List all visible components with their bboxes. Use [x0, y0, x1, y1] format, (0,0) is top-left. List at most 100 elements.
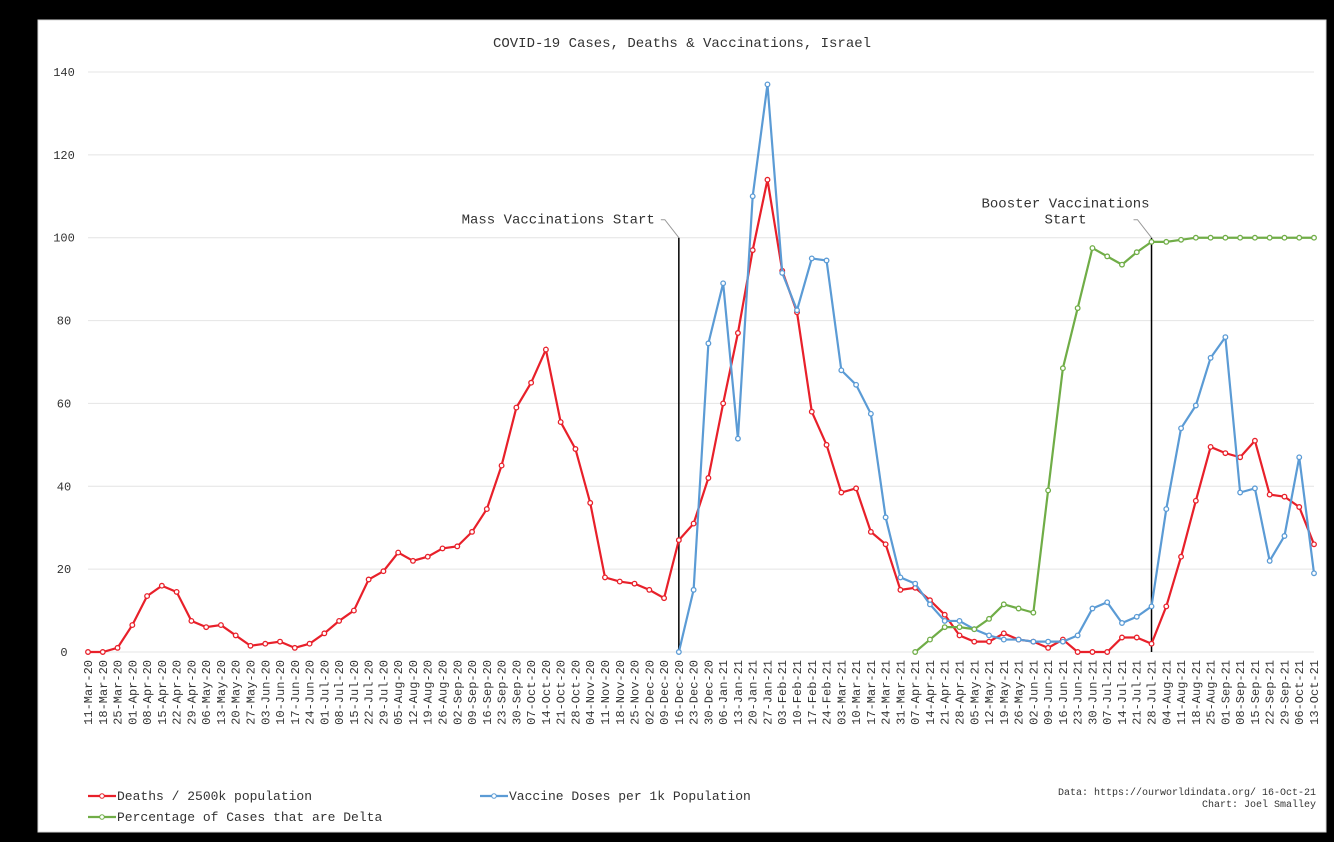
data-point [912, 580, 919, 587]
x-tick-label: 10-Jun-20 [274, 660, 288, 725]
data-point [336, 617, 343, 624]
data-point [749, 247, 756, 254]
data-point [306, 640, 313, 647]
legend-marker [99, 814, 105, 820]
x-tick-label: 27-May-20 [244, 660, 258, 725]
data-point [838, 489, 845, 496]
x-tick-label: 02-Sep-20 [451, 660, 465, 725]
x-tick-label: 05-May-21 [968, 660, 982, 725]
x-tick-label: 11-Aug-21 [1175, 660, 1189, 725]
data-point [602, 574, 608, 581]
data-point [1015, 605, 1022, 612]
data-point [410, 557, 416, 564]
data-point [705, 475, 712, 481]
x-tick-label: 31-Mar-21 [894, 660, 908, 725]
x-tick-label: 17-Jun-20 [289, 660, 303, 725]
data-point [661, 595, 668, 602]
x-tick-label: 24-Jun-20 [304, 660, 318, 725]
data-point [1045, 487, 1052, 494]
source-note: Chart: Joel Smalley [1202, 799, 1316, 811]
data-point [350, 607, 357, 614]
data-point [1222, 334, 1229, 341]
data-point [1030, 609, 1037, 616]
x-tick-label: 14-Jul-21 [1116, 660, 1130, 725]
x-tick-label: 14-Oct-20 [540, 660, 554, 725]
data-point [1163, 506, 1170, 513]
data-point [291, 644, 298, 651]
data-point [646, 586, 653, 593]
data-point [572, 446, 579, 452]
data-point [1104, 599, 1111, 606]
x-tick-label: 07-Jul-21 [1101, 660, 1115, 725]
data-point [587, 499, 594, 506]
data-point [1281, 533, 1288, 539]
x-tick-label: 01-Jul-20 [318, 660, 332, 725]
x-tick-label: 26-Aug-20 [437, 660, 451, 725]
annotation-pointer [1133, 219, 1152, 239]
x-tick-label: 13-Jan-21 [732, 660, 746, 725]
data-point [144, 593, 151, 600]
data-point [986, 638, 992, 645]
data-point [764, 81, 771, 88]
data-point [867, 410, 874, 417]
x-tick-label: 30-Jun-21 [1086, 660, 1100, 725]
data-point [1296, 454, 1303, 461]
x-tick-label: 15-Sep-21 [1249, 660, 1263, 725]
data-point [956, 624, 963, 631]
data-point [838, 367, 845, 374]
data-point [1251, 437, 1258, 444]
data-point [1237, 489, 1244, 496]
x-tick-label: 09-Jun-21 [1042, 660, 1056, 725]
x-tick-label: 28-Apr-21 [953, 660, 967, 725]
x-tick-label: 16-Jun-21 [1057, 660, 1071, 725]
data-point [1207, 354, 1214, 361]
x-tick-label: 18-Aug-21 [1190, 660, 1204, 725]
x-tick-label: 03-Feb-21 [776, 660, 790, 725]
annotation-text: Mass Vaccinations Start [462, 213, 655, 229]
x-tick-label: 15-Jul-20 [348, 660, 362, 725]
x-tick-label: 15-Apr-20 [156, 660, 170, 725]
data-point [1178, 236, 1185, 243]
data-point [882, 541, 889, 548]
data-point [1148, 640, 1155, 647]
x-tick-label: 02-Jun-21 [1027, 660, 1041, 725]
data-point [483, 506, 490, 513]
x-tick-label: 21-Jul-21 [1131, 660, 1145, 725]
x-tick-label: 23-Dec-20 [688, 660, 702, 725]
data-point [365, 576, 372, 583]
data-point [1237, 454, 1244, 461]
data-point [1207, 443, 1214, 450]
data-point [616, 578, 623, 585]
x-tick-label: 08-Apr-20 [141, 660, 155, 725]
data-point [823, 441, 830, 448]
x-tick-label: 17-Feb-21 [806, 660, 820, 725]
data-point [1207, 234, 1214, 241]
data-point [882, 514, 889, 521]
data-point [1296, 504, 1303, 510]
x-tick-label: 28-Jul-21 [1146, 660, 1160, 725]
data-point [542, 346, 549, 353]
x-tick-label: 01-Sep-21 [1219, 660, 1233, 725]
data-point [1311, 541, 1317, 548]
x-tick-label: 16-Sep-20 [481, 660, 495, 725]
data-point [927, 636, 933, 643]
data-point [1000, 601, 1007, 608]
data-point [1296, 234, 1303, 241]
data-point [498, 462, 505, 469]
data-point [1030, 638, 1037, 645]
data-point [853, 485, 860, 492]
data-point [158, 582, 165, 589]
data-point [1133, 249, 1140, 256]
data-point [1192, 402, 1199, 409]
data-point [779, 269, 786, 276]
data-point [690, 586, 697, 593]
data-point [986, 632, 992, 639]
data-point [675, 649, 682, 655]
x-tick-label: 22-Apr-20 [171, 660, 185, 725]
data-point [956, 632, 963, 639]
annotation-text: Booster Vaccinations [982, 197, 1150, 213]
x-tick-label: 25-Aug-21 [1205, 660, 1219, 725]
data-point [1266, 491, 1273, 498]
data-point [1059, 365, 1066, 372]
x-tick-label: 25-Nov-20 [629, 660, 643, 725]
